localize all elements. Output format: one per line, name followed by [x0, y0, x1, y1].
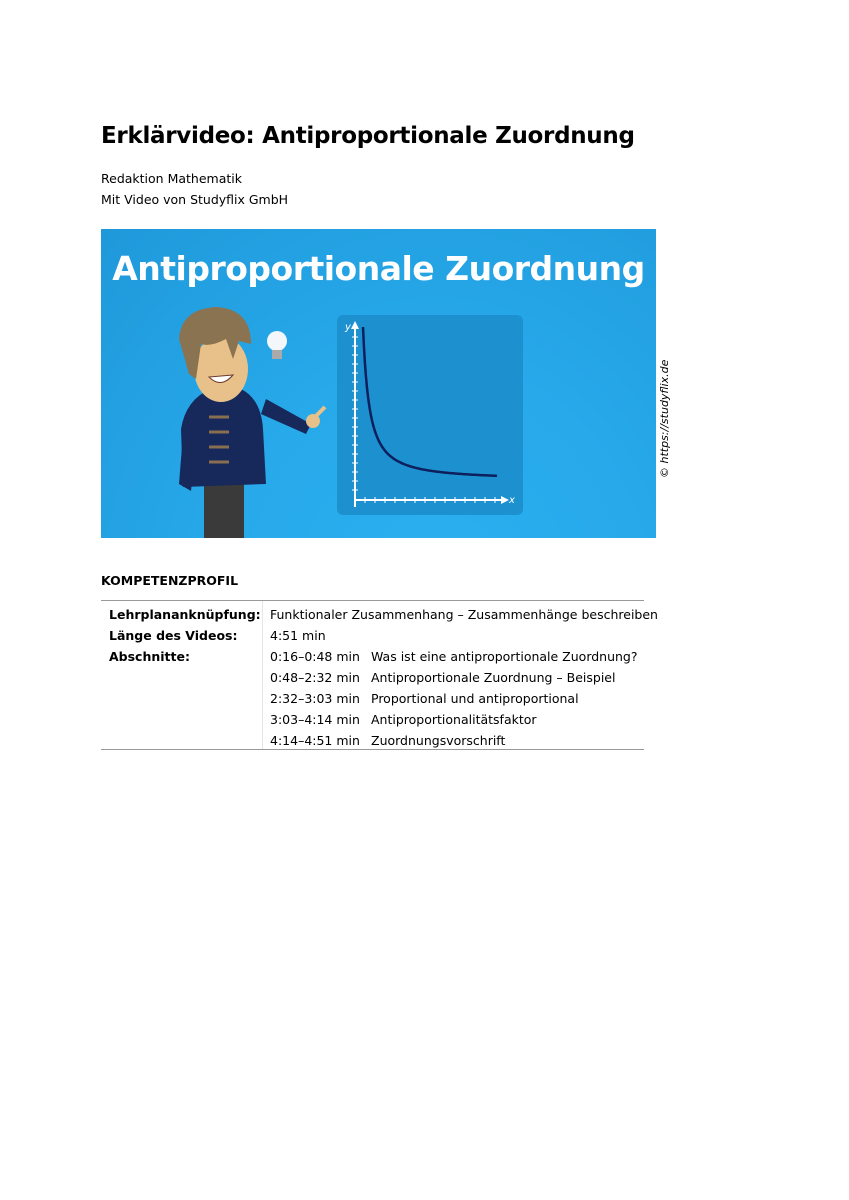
table-row: Abschnitte:	[101, 646, 644, 667]
section-title: Was ist eine antiproportionale Zuordnung…	[371, 649, 638, 664]
section-row: 0:48–2:32 min Antiproportionale Zuordnung…	[101, 667, 644, 688]
section-row: 3:03–4:14 min Antiproportionalitätsfaktor	[101, 709, 644, 730]
sections-label: Abschnitte:	[109, 649, 190, 664]
section-time: 0:16–0:48 min	[270, 649, 360, 664]
section-time: 0:48–2:32 min	[270, 670, 360, 685]
video-thumbnail[interactable]: Antiproportionale Zuordnung y x	[101, 229, 656, 538]
section-time: 3:03–4:14 min	[270, 712, 360, 727]
graph-panel: y x	[337, 315, 523, 515]
character-illustration	[179, 307, 327, 538]
table-row: Länge des Videos: 4:51 min	[101, 625, 644, 646]
author: Redaktion Mathematik	[101, 171, 242, 186]
hyperbola-graph: y x	[344, 321, 515, 507]
y-axis-arrow	[351, 321, 359, 329]
section-time: 2:32–3:03 min	[270, 691, 360, 706]
section-row: 4:14–4:51 min Zuordnungsvorschrift	[101, 730, 644, 751]
hyperbola-curve	[361, 326, 497, 478]
section-row: 2:32–3:03 min Proportional und antipropor…	[101, 688, 644, 709]
length-label: Länge des Videos:	[109, 628, 238, 643]
section-title: Antiproportionale Zuordnung – Beispiel	[371, 670, 616, 685]
section-heading: KOMPETENZPROFIL	[101, 573, 239, 588]
column-divider	[262, 601, 263, 749]
competence-table: Lehrplananknüpfung: Funktionaler Zusamme…	[101, 600, 658, 751]
video-source: Mit Video von Studyflix GmbH	[101, 192, 289, 207]
x-axis-arrow	[501, 496, 509, 504]
section-row: 0:16–0:48 min Was ist eine antiproportion…	[101, 646, 644, 667]
length-value: 4:51 min	[270, 628, 326, 643]
x-axis-label: x	[508, 495, 515, 506]
thumbnail-title: Antiproportionale Zuordnung	[112, 249, 645, 288]
section-title: Zuordnungsvorschrift	[371, 733, 506, 748]
section-title: Proportional und antiproportional	[371, 691, 579, 706]
page-title: Erklärvideo: Antiproportionale Zuordnung	[101, 123, 635, 149]
section-title: Antiproportionalitätsfaktor	[371, 712, 537, 727]
section-time: 4:14–4:51 min	[270, 733, 360, 748]
image-credit: © https://studyflix.de	[658, 359, 671, 478]
table-row: Lehrplananknüpfung: Funktionaler Zusamme…	[101, 604, 658, 625]
curriculum-value: Funktionaler Zusammenhang – Zusammenhäng…	[270, 607, 658, 622]
curriculum-label: Lehrplananknüpfung:	[109, 607, 261, 622]
y-axis-label: y	[344, 322, 352, 333]
